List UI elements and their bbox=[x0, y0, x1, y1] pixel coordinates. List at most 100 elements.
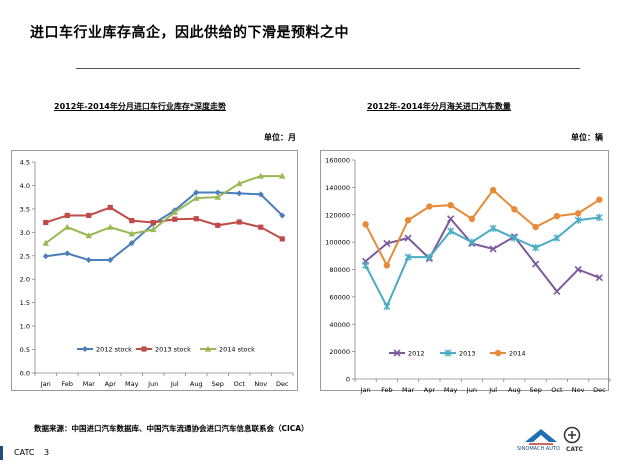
x-tick-label: Nov bbox=[254, 380, 267, 388]
data-point bbox=[553, 234, 561, 242]
data-point bbox=[236, 190, 243, 197]
data-point bbox=[489, 224, 497, 233]
data-point bbox=[404, 217, 412, 224]
legend-item: 2014 bbox=[490, 350, 526, 358]
data-point bbox=[193, 194, 200, 201]
series-line bbox=[45, 191, 283, 261]
y-tick-label: 60000 bbox=[329, 293, 350, 301]
x-tick-label: Aug bbox=[190, 380, 203, 388]
data-point bbox=[150, 219, 156, 226]
legend-item: 2012 bbox=[389, 349, 425, 358]
slide-title: 进口车行业库存高企，因此供给的下滑是预料之中 bbox=[30, 25, 349, 41]
page-number: 3 bbox=[44, 448, 50, 457]
series-line bbox=[364, 217, 600, 293]
data-point bbox=[532, 223, 539, 231]
x-tick-label: Oct bbox=[234, 380, 246, 388]
legend-item: 2013 stock bbox=[136, 346, 191, 354]
data-point bbox=[383, 262, 391, 269]
data-point bbox=[447, 201, 454, 209]
y-tick-label: 40000 bbox=[329, 321, 350, 329]
y-tick-label: 0 bbox=[346, 376, 350, 384]
y-tick-label: 80000 bbox=[329, 266, 350, 274]
x-tick-label: Jan bbox=[40, 380, 51, 388]
y-tick-label: 3.0 bbox=[20, 229, 30, 237]
data-point bbox=[128, 230, 135, 237]
legend-label: 2012 bbox=[408, 350, 425, 358]
data-point bbox=[236, 219, 242, 225]
x-tick-label: Jun bbox=[466, 386, 477, 394]
data-point bbox=[64, 212, 70, 219]
data-point bbox=[236, 180, 243, 187]
series-2014 bbox=[362, 186, 603, 269]
data-point bbox=[574, 265, 582, 274]
x-tick-label: Dec bbox=[593, 386, 606, 394]
x-tick-label: Jan bbox=[360, 386, 371, 394]
data-point bbox=[42, 239, 49, 246]
data-point bbox=[279, 172, 286, 179]
data-point bbox=[426, 203, 433, 210]
x-tick-label: May bbox=[125, 380, 139, 388]
y-tick-label: 140000 bbox=[325, 184, 350, 192]
legend-swatch-marker bbox=[494, 349, 502, 357]
series-line bbox=[364, 188, 600, 268]
legend-item: 2012 stock bbox=[77, 346, 132, 354]
data-point bbox=[595, 213, 603, 222]
data-point bbox=[574, 210, 582, 217]
data-point bbox=[214, 189, 221, 196]
catc-logo-icon bbox=[563, 426, 581, 444]
data-point bbox=[193, 216, 199, 222]
data-point bbox=[85, 256, 92, 263]
legend-swatch-marker bbox=[204, 345, 212, 352]
series-2012 bbox=[362, 215, 603, 295]
x-tick-label: May bbox=[444, 386, 458, 394]
x-tick-label: Jun bbox=[147, 380, 158, 388]
data-point bbox=[553, 212, 561, 220]
y-tick-label: 0.5 bbox=[20, 346, 30, 354]
data-point bbox=[468, 215, 476, 223]
x-tick-label: Mar bbox=[83, 380, 96, 388]
y-tick-label: 100000 bbox=[325, 239, 350, 247]
legend-item: 2014 stock bbox=[200, 346, 255, 354]
legend-label: 2013 bbox=[459, 350, 476, 358]
data-point bbox=[362, 221, 369, 228]
data-point bbox=[447, 227, 455, 235]
data-point bbox=[172, 216, 178, 222]
x-tick-label: Nov bbox=[572, 386, 585, 394]
x-tick-label: Aug bbox=[508, 386, 521, 394]
data-point bbox=[489, 186, 497, 194]
data-point bbox=[574, 216, 582, 224]
data-point bbox=[215, 222, 221, 228]
y-tick-label: 2.0 bbox=[20, 276, 30, 284]
data-point bbox=[150, 226, 157, 233]
data-point bbox=[86, 212, 92, 219]
right-chart-unit: 单位：辆 bbox=[571, 133, 603, 142]
sinomach-logo-text: SINOMACH AUTO bbox=[517, 446, 560, 452]
data-point bbox=[447, 215, 455, 223]
y-tick-label: 2.5 bbox=[20, 252, 30, 260]
data-point bbox=[85, 232, 92, 239]
data-point bbox=[43, 219, 49, 226]
x-tick-label: Feb bbox=[381, 386, 393, 394]
data-point bbox=[383, 239, 391, 248]
footer-accent-bar bbox=[0, 446, 3, 460]
left-chart-unit: 单位：月 bbox=[264, 133, 296, 142]
data-point bbox=[64, 250, 71, 257]
x-tick-label: Sep bbox=[212, 380, 224, 388]
data-point bbox=[193, 189, 200, 196]
data-point bbox=[532, 244, 540, 252]
data-point bbox=[404, 234, 412, 242]
data-point bbox=[595, 274, 603, 282]
sinomach-logo-icon bbox=[525, 429, 557, 445]
data-point bbox=[362, 261, 370, 269]
y-tick-label: 1.0 bbox=[20, 323, 30, 331]
legend-swatch-marker bbox=[82, 346, 88, 352]
left-chart-title: 2012年-2014年分月进口车行业库存*深度走势 bbox=[54, 102, 227, 111]
series-line bbox=[364, 216, 600, 309]
x-tick-label: Apr bbox=[424, 386, 436, 394]
y-tick-label: 120000 bbox=[325, 211, 350, 219]
footer-brand: CATC bbox=[14, 448, 35, 457]
y-tick-label: 1.5 bbox=[20, 299, 30, 307]
x-tick-label: Dec bbox=[276, 380, 289, 388]
